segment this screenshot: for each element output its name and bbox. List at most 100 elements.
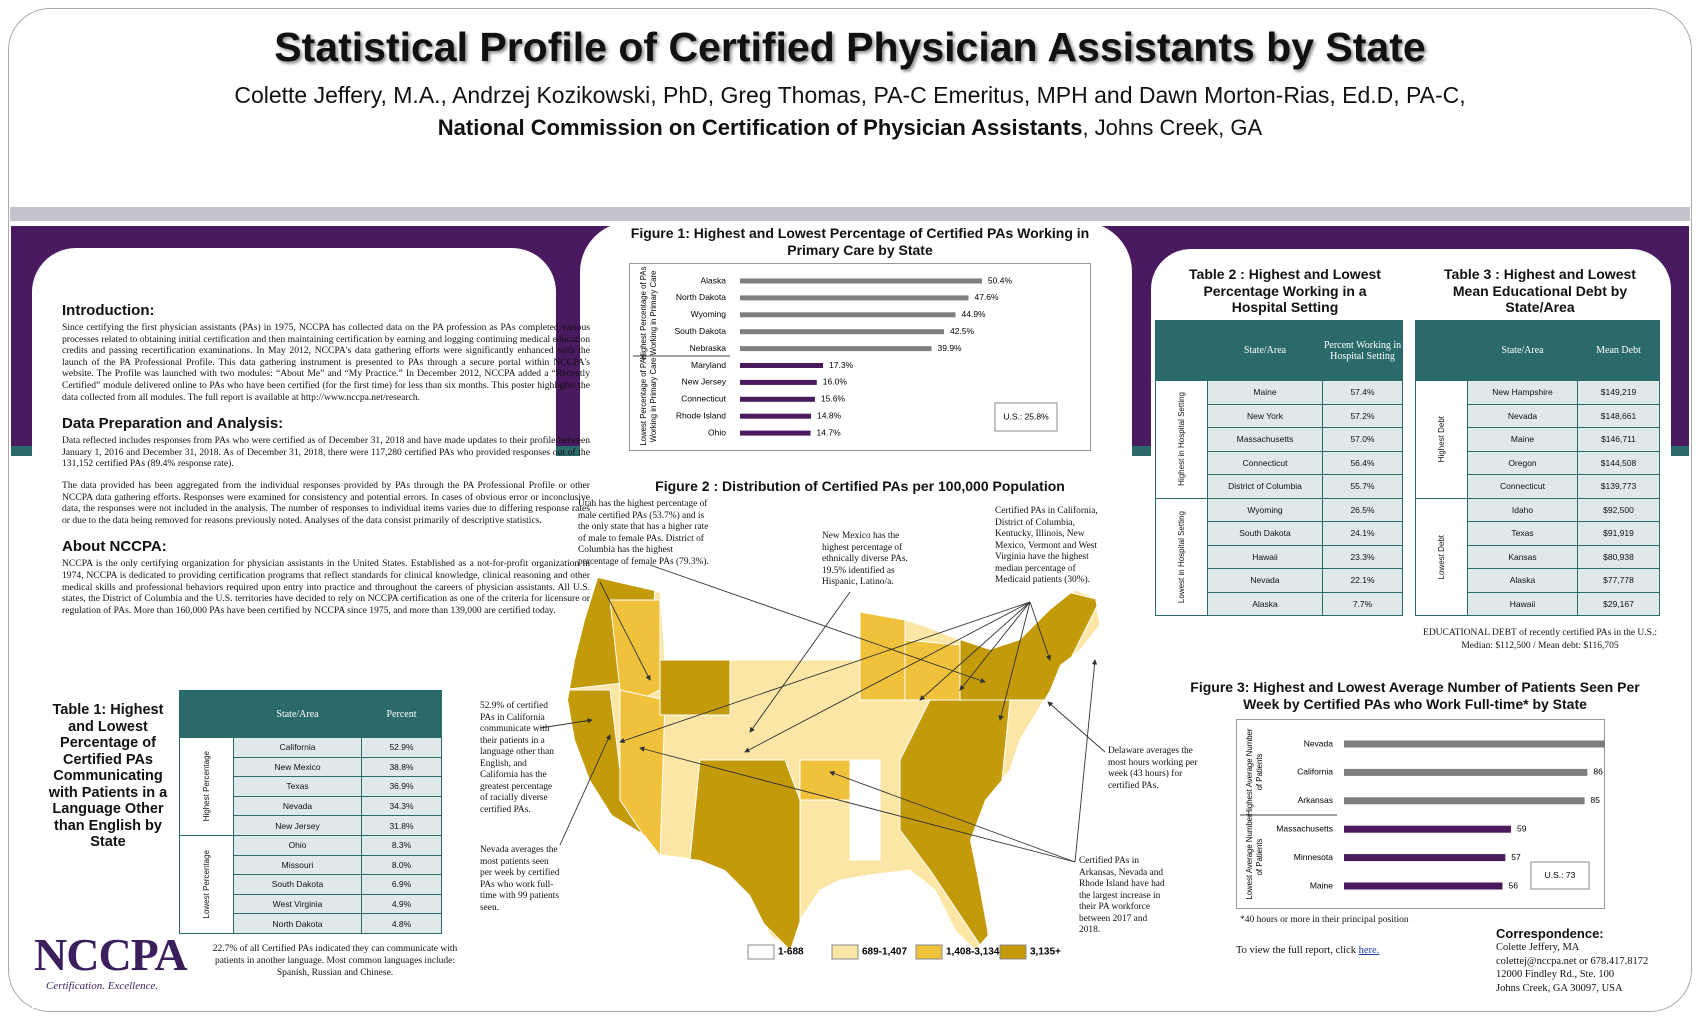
group-cell: Lowest Percentage xyxy=(179,834,234,934)
table-row: Connecticut 56.4% xyxy=(1156,450,1403,475)
correspondence-line: colettej@nccpa.net or 678.417.8172 xyxy=(1496,955,1649,967)
table-row: Highest in Hospital Setting Maine 57.4% xyxy=(1155,380,1403,499)
header-cell xyxy=(179,690,234,738)
bar xyxy=(1344,768,1588,776)
table-cell: 4.9% xyxy=(361,893,442,915)
annotation-arrow xyxy=(619,601,1031,744)
group-cell: Highest in Hospital Setting xyxy=(1155,380,1208,499)
bar xyxy=(740,379,817,385)
annotation-arrow xyxy=(1047,701,1106,753)
bar xyxy=(1344,882,1503,890)
axis-label: Lowest Average Number xyxy=(1245,814,1254,900)
table-cell: 36.9% xyxy=(361,776,442,797)
table-row: Massachusetts 57.0% xyxy=(1156,427,1403,452)
regions xyxy=(568,578,1100,950)
table-row: North Dakota 4.8% xyxy=(180,913,442,934)
category-label: Maine xyxy=(1310,880,1333,890)
table-row: Lowest Percentage Ohio 8.3% xyxy=(179,834,442,934)
report-text: To view the full report, click xyxy=(1236,945,1356,956)
region xyxy=(659,659,731,716)
category-label: New Jersey xyxy=(682,377,727,387)
report-link[interactable]: here. xyxy=(1358,945,1380,956)
figure-title: Figure 1: Highest and Lowest Percentage … xyxy=(630,225,1090,258)
table-row: Connecticut $139,773 xyxy=(1416,474,1660,499)
table-row: Nevada $148,661 xyxy=(1416,403,1660,428)
table-cell: New York xyxy=(1207,403,1323,428)
value-label: 56 xyxy=(1508,880,1518,890)
table-row: District of Columbia 55.7% xyxy=(1156,474,1403,499)
section-heading: About NCCPA: xyxy=(62,538,167,556)
table-cell: Nevada xyxy=(1467,403,1578,428)
group-label: Lowest Debt xyxy=(1437,534,1446,579)
table-row: West Virginia 4.9% xyxy=(180,893,442,915)
region xyxy=(799,759,851,801)
table-row: Lowest Debt Idaho $92,500 xyxy=(1415,497,1660,616)
legend-swatch xyxy=(747,944,775,960)
header-cell: Percent Working in Hospital Setting xyxy=(1322,320,1403,381)
location: , Johns Creek, GA xyxy=(1082,115,1263,140)
header-cell: State/Area xyxy=(1207,320,1323,381)
table-row: Hawaii $29,167 xyxy=(1416,591,1660,616)
correspondence-line: Johns Creek, GA 30097, USA xyxy=(1496,982,1623,994)
header: Statistical Profile of Certified Physici… xyxy=(0,0,1700,141)
header-cell: Percent xyxy=(361,690,442,738)
table-row: Alaska $77,778 xyxy=(1416,568,1660,593)
table-cell: 57.4% xyxy=(1322,380,1403,405)
category-label: Maryland xyxy=(691,360,726,370)
figure1-chart: Alaska 50.4% North Dakota 47.6% Wyoming 44.9%… xyxy=(629,263,1091,451)
axis-label: Working in Primary Care xyxy=(649,358,658,443)
table-title: Table 2 : Highest and Lowest Percentage … xyxy=(1189,266,1381,315)
table-row: Texas 36.9% xyxy=(180,776,442,797)
table-cell: West Virginia xyxy=(233,893,362,915)
bar xyxy=(1344,797,1585,805)
table-cell: 38.8% xyxy=(361,756,442,778)
table-row: Missouri 8.0% xyxy=(180,854,442,876)
region xyxy=(689,759,801,950)
category-label: Rhode Island xyxy=(676,410,726,420)
paragraph: NCCPA is the only certifying organizatio… xyxy=(62,558,590,616)
annotation-arrow xyxy=(559,734,611,846)
table-cell: 56.4% xyxy=(1322,450,1403,475)
category-label: Wyoming xyxy=(691,309,727,319)
category-label: Arkansas xyxy=(1298,795,1333,805)
table-cell: 24.1% xyxy=(1322,521,1403,546)
table-cell: 4.8% xyxy=(361,913,442,934)
table-cell: Texas xyxy=(1467,521,1578,546)
value-label: 39.9% xyxy=(938,343,963,353)
table-row: New York 57.2% xyxy=(1156,403,1403,428)
header-row: State/Area Mean Debt xyxy=(1415,320,1660,381)
map-annotation: New Mexico has the highest percentage of… xyxy=(822,531,908,587)
left-text: Introduction: Since certifying the first… xyxy=(62,290,590,626)
table-row: South Dakota 6.9% xyxy=(180,874,442,895)
category-label: California xyxy=(1297,767,1333,777)
table-cell: California xyxy=(233,737,362,758)
figure3-chart: Nevada99California86Arkansas85Massachuse… xyxy=(1236,719,1605,909)
table-cell: Maine xyxy=(1207,380,1323,405)
bar xyxy=(740,346,932,352)
table-cell: Massachusetts xyxy=(1207,427,1323,452)
annotation-arrow xyxy=(649,564,986,684)
table-cell: Kansas xyxy=(1467,544,1578,569)
table-cell: $91,919 xyxy=(1577,521,1660,546)
table-cell: 6.9% xyxy=(361,874,442,895)
table-cell: Texas xyxy=(233,776,362,797)
category-label: South Dakota xyxy=(674,326,726,336)
table-cell: 34.3% xyxy=(361,795,442,817)
header-cell: State/Area xyxy=(1467,320,1578,381)
table-cell: Wyoming xyxy=(1207,497,1323,522)
value-label: 14.8% xyxy=(817,410,842,420)
group-label: Lowest in Hospital Setting xyxy=(1177,510,1186,603)
table-row: Alaska 7.7% xyxy=(1156,591,1403,616)
table-cell: Missouri xyxy=(233,854,362,876)
annotation-arrow xyxy=(998,601,1031,721)
table-cell: New Mexico xyxy=(233,756,362,778)
annotation-arrow xyxy=(1029,601,1052,661)
note-box xyxy=(1530,861,1590,890)
table-row: Hawaii 23.3% xyxy=(1156,544,1403,569)
table-cell: Nevada xyxy=(233,795,362,817)
legend-label: 1,408-3,134 xyxy=(946,947,1000,958)
correspondence-line: Colette Jeffery, MA xyxy=(1496,942,1580,953)
report-link-line: To view the full report, click here. xyxy=(1236,945,1379,956)
header-row: State/Area Percent xyxy=(179,690,442,738)
